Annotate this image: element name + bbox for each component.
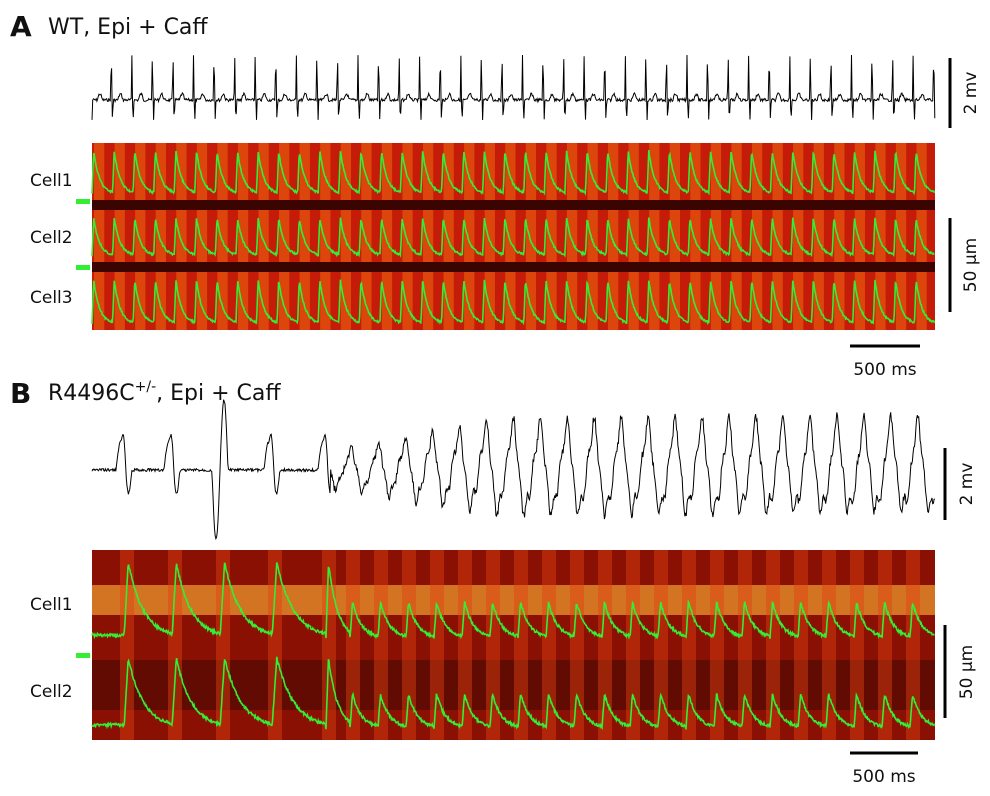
linescan-stripe (608, 143, 619, 330)
cell-marker (76, 265, 90, 270)
linescan-stripe (916, 143, 927, 330)
linescan-stripe (813, 143, 824, 330)
linescan-stripe (216, 550, 230, 740)
linescan-stripe (570, 550, 584, 740)
linescan-stripe (906, 550, 920, 740)
linescan-stripe (320, 143, 331, 330)
ecg-trace (91, 399, 936, 541)
cell-label: Cell1 (30, 595, 73, 615)
linescan-stripe (772, 143, 783, 330)
scale-label: 500 ms (852, 767, 915, 787)
linescan-stripe (322, 550, 336, 740)
cell-gap (92, 200, 935, 210)
linescan-stripe (566, 143, 578, 330)
cell-marker (76, 199, 90, 204)
calcium-trace (91, 150, 936, 196)
linescan-stripe (587, 143, 598, 330)
scale-label: 500 ms (853, 360, 916, 380)
linescan-stripe (114, 143, 125, 330)
panel-title: R4496C+/-, Epi + Caff (48, 379, 281, 406)
linescan-stripe (598, 550, 612, 740)
linescan-stripe (258, 143, 269, 330)
ecg-trace (91, 54, 936, 121)
linescan-stripe (854, 143, 866, 330)
linescan-stripe (875, 143, 886, 330)
title-main: R4496C (48, 381, 135, 406)
scale-label: 2 mv (957, 463, 977, 506)
linescan-stripe (168, 550, 182, 740)
linescan-stripe (279, 143, 290, 330)
title-superscript: +/- (135, 379, 157, 395)
linescan-stripe (402, 550, 416, 740)
cell-label: Cell2 (30, 228, 73, 248)
linescan-stripe (895, 143, 907, 330)
linescan-stripe (430, 550, 444, 740)
linescan-stripe (443, 143, 454, 330)
linescan-stripe (120, 550, 134, 740)
scale-label: 50 µm (961, 238, 981, 292)
panel-title: WT, Epi + Caff (48, 15, 208, 40)
linescan-stripe (155, 143, 166, 330)
linescan-stripe (381, 143, 393, 330)
linescan-stripe (649, 143, 660, 330)
linescan-stripe (299, 143, 310, 330)
linescan-stripe (751, 143, 763, 330)
linescan-stripe (94, 143, 105, 330)
linescan-stripe (731, 143, 742, 330)
linescan-stripe (793, 143, 804, 330)
cell-label: Cell2 (30, 682, 73, 702)
linescan-stripe (822, 550, 836, 740)
calcium-trace (91, 217, 935, 259)
linescan-stripe (196, 143, 208, 330)
linescan-stripe (361, 143, 372, 330)
panel-label: A (10, 10, 32, 43)
linescan-stripe (176, 143, 187, 330)
linescan-stripe (766, 550, 780, 740)
cell-label: Cell3 (30, 288, 73, 308)
linescan-stripe (464, 143, 475, 330)
linescan-stripe (794, 550, 808, 740)
linescan-stripe (237, 143, 249, 330)
traces (76, 54, 936, 740)
cell-label: Cell1 (30, 171, 73, 191)
linescan-stripe (135, 143, 146, 330)
linescan-stripe (682, 550, 696, 740)
linescan-stripe (505, 143, 516, 330)
linescan-stripe (374, 550, 388, 740)
linescan-stripe (402, 143, 413, 330)
linescan-stripe (514, 550, 528, 740)
linescan-stripe (628, 143, 639, 330)
linescan-stripe (878, 550, 892, 740)
linescan-stripe (217, 143, 228, 330)
linescan-stripe (850, 550, 864, 740)
calcium-trace (91, 562, 936, 640)
linescan-stripe (738, 550, 752, 740)
linescan-stripe (525, 143, 537, 330)
linescan-stripe (542, 550, 556, 740)
calcium-trace (91, 279, 936, 326)
scale-label: 50 µm (957, 645, 977, 699)
scale-label: 2 mv (961, 72, 981, 115)
linescan-stripe (710, 550, 724, 740)
linescan-stripe (486, 550, 500, 740)
linescan-stripe (268, 550, 282, 740)
linescan-stripe (710, 143, 722, 330)
cell-gap (92, 262, 935, 272)
linescan-stripe (346, 550, 360, 740)
cell-marker (76, 653, 90, 658)
linescan-stripe (458, 550, 472, 740)
linescan-stripe (654, 550, 668, 740)
linescan-stripe (834, 143, 845, 330)
panel-label: B (10, 377, 31, 410)
linescan-stripe (484, 143, 495, 330)
calcium-trace (91, 656, 936, 731)
linescan-stripe (340, 143, 352, 330)
title-rest: , Epi + Caff (156, 381, 281, 406)
linescan-stripe (422, 143, 434, 330)
linescan-stripe (669, 143, 680, 330)
linescan-stripe (546, 143, 557, 330)
linescan-stripe (690, 143, 701, 330)
linescan-stripe (626, 550, 640, 740)
